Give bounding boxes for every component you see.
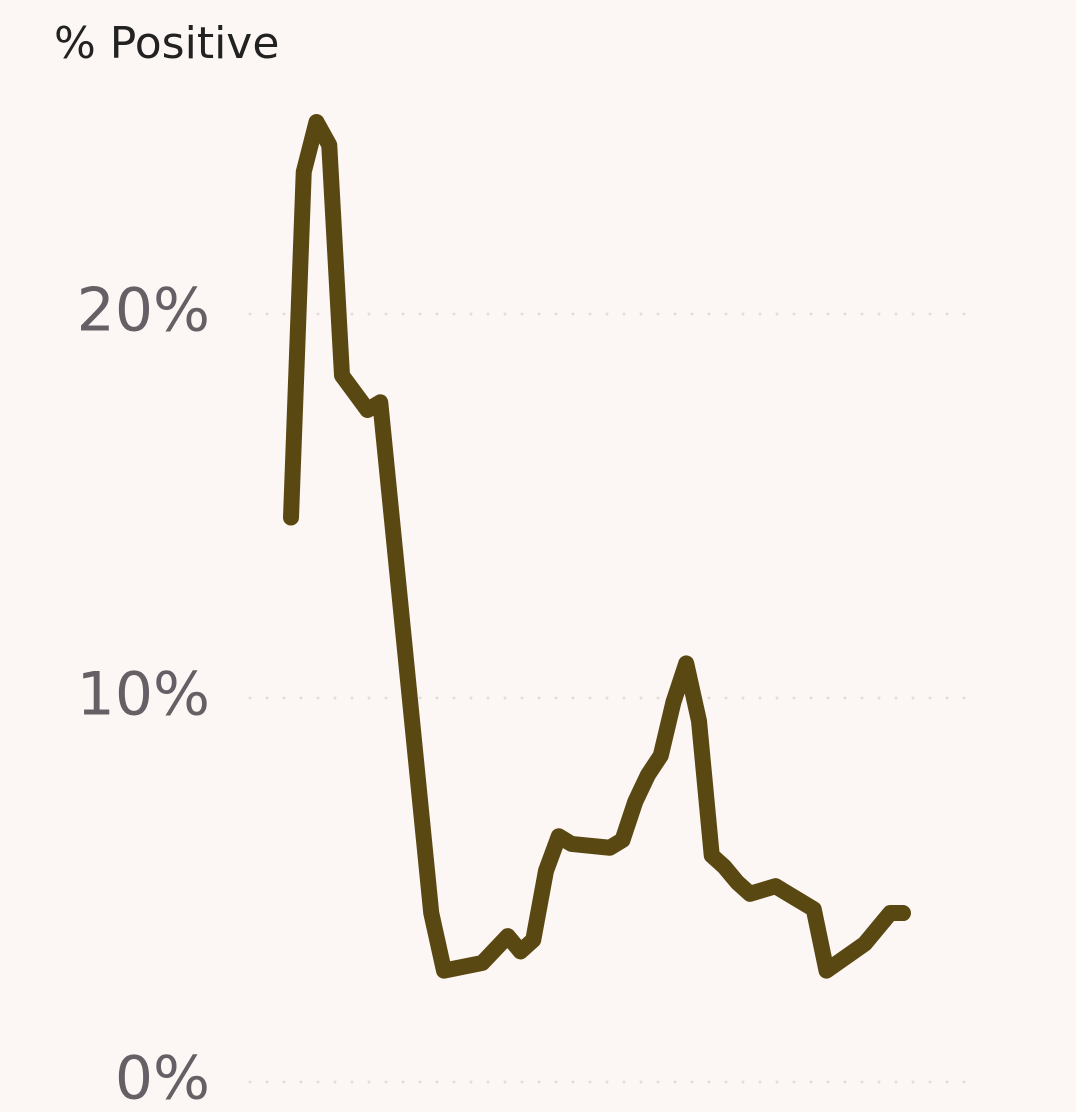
chart-title: % Positive	[54, 18, 279, 69]
y-tick-label: 20%	[77, 276, 210, 346]
y-tick-label: 0%	[115, 1044, 210, 1112]
line-series	[283, 114, 911, 979]
y-tick-label: 10%	[77, 660, 210, 730]
